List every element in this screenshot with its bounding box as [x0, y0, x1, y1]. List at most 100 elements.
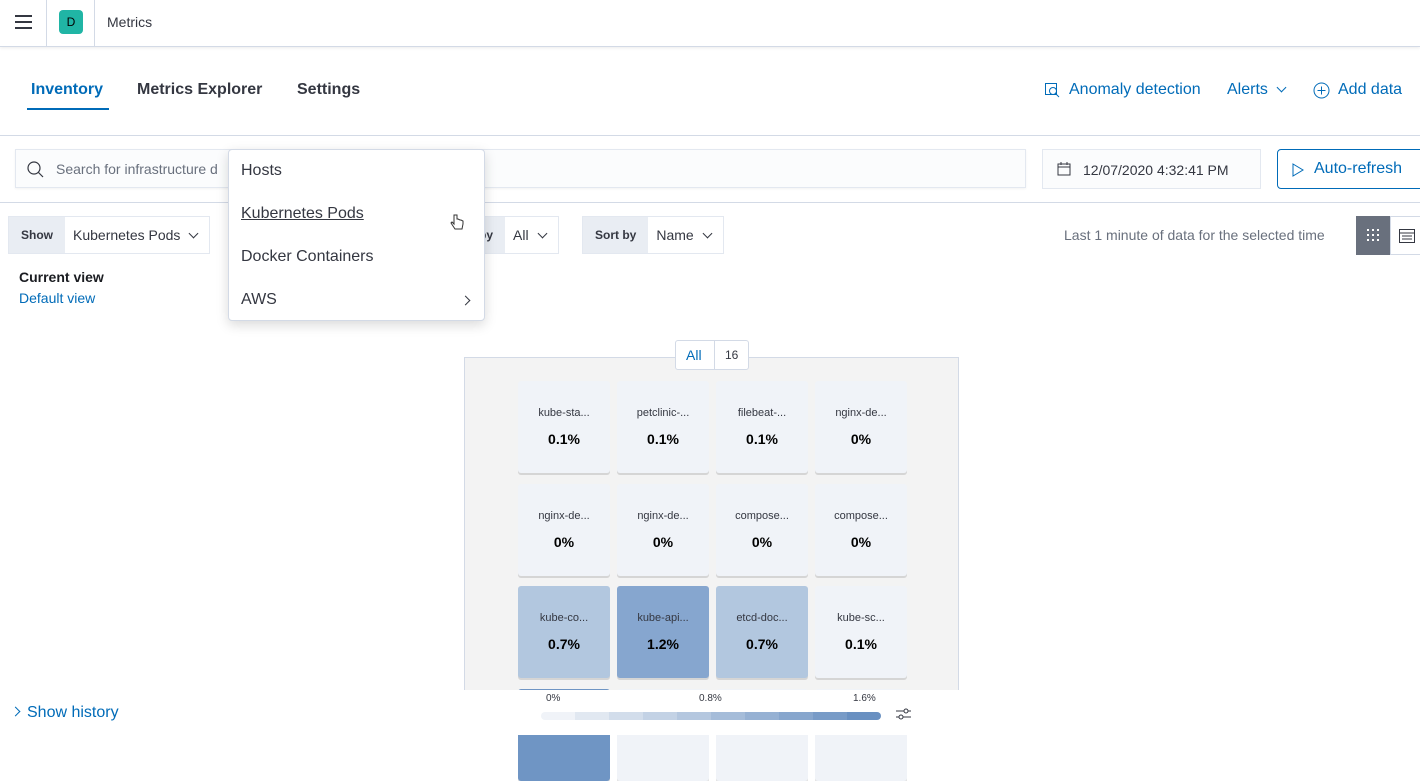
pod-name: petclinic-... [636, 407, 690, 419]
search-input[interactable]: Search for infrastructure d [15, 149, 1026, 188]
pod-tile[interactable]: nginx-de... 0% [617, 483, 709, 576]
legend-step [575, 712, 609, 720]
pod-value: 0% [652, 533, 674, 550]
legend-step [711, 712, 745, 720]
show-history-button[interactable]: Show history [10, 704, 119, 722]
anomaly-label: Anomaly detection [1069, 81, 1201, 98]
search-icon [27, 161, 44, 178]
show-label: Show [9, 217, 65, 253]
pod-value: 1.2% [647, 636, 679, 652]
chevron-down-icon [188, 228, 199, 239]
divider [0, 135, 1420, 136]
grid-icon [1367, 229, 1379, 241]
play-icon [1292, 163, 1304, 177]
divider [94, 0, 95, 46]
chevron-down-icon [537, 228, 548, 239]
show-selector[interactable]: Show Kubernetes Pods [8, 216, 211, 254]
pod-tile[interactable]: nginx-de... 0% [518, 483, 610, 576]
plus-circle-icon [1313, 82, 1330, 99]
pod-name: kube-sc... [837, 612, 885, 624]
pod-tile[interactable]: nginx-de... 0% [815, 381, 907, 473]
node-type-menu: Hosts Kubernetes Pods Docker Containers … [228, 149, 485, 321]
alerts-button[interactable]: Alerts [1227, 81, 1287, 99]
waffle-map: kube-sta... 0.1% petclinic-... 0.1% filebeat… [464, 357, 959, 781]
hand-cursor-icon [450, 214, 464, 230]
pod-name: compose... [834, 509, 888, 522]
table-icon [1399, 229, 1415, 243]
pod-tile[interactable]: etcd-doc... 0.7% [716, 586, 808, 678]
pod-tile[interactable]: compose... 0% [716, 483, 808, 576]
menu-item-docker-containers[interactable]: Docker Containers [241, 248, 374, 265]
legend-settings-icon[interactable] [896, 707, 911, 721]
sort-by-selector[interactable]: Sort by Name [582, 216, 724, 254]
space-avatar[interactable]: D [59, 10, 83, 34]
calendar-icon [1057, 162, 1071, 176]
group-count: 16 [725, 348, 739, 362]
app-title[interactable]: Metrics [107, 14, 153, 30]
date-picker[interactable]: 12/07/2020 4:32:41 PM [1042, 149, 1261, 189]
alerts-label: Alerts [1227, 81, 1268, 98]
legend-step [813, 712, 847, 720]
pod-tile[interactable]: kube-co... 0.7% [518, 586, 610, 678]
tab-settings[interactable]: Settings [297, 81, 361, 98]
legend-step [541, 712, 575, 720]
active-tab-indicator [27, 108, 109, 110]
pod-tile[interactable]: kube-api... 1.2% [617, 586, 709, 678]
map-view-button[interactable] [1356, 216, 1390, 255]
pod-tile[interactable]: kube-sta... 0.1% [518, 381, 610, 473]
group-name: All [686, 347, 702, 363]
add-data-label: Add data [1338, 81, 1403, 98]
pod-value: 0.1% [647, 431, 679, 447]
pod-value: 0% [751, 533, 773, 550]
show-value[interactable]: Kubernetes Pods [65, 217, 209, 253]
pod-value: 0.1% [746, 431, 778, 447]
pod-tile[interactable]: kube-sc... 0.1% [815, 586, 907, 678]
divider [46, 0, 47, 46]
legend-min: 0% [546, 693, 561, 704]
pod-tile[interactable]: petclinic-... 0.1% [617, 381, 709, 473]
group-by-value-text: All [513, 227, 529, 243]
sort-by-value[interactable]: Name [648, 217, 722, 253]
show-history-label: Show history [27, 704, 119, 721]
current-view-title: Current view [19, 269, 104, 285]
pod-name: filebeat-... [737, 407, 787, 419]
top-header: D Metrics [0, 0, 1420, 47]
group-badge[interactable]: All 16 [675, 340, 749, 370]
pod-name: etcd-doc... [736, 612, 788, 624]
divider [714, 341, 715, 369]
table-view-button[interactable] [1390, 216, 1420, 255]
legend-gradient [541, 712, 881, 720]
date-value: 12/07/2020 4:32:41 PM [1083, 162, 1229, 178]
menu-item-kubernetes-pods[interactable]: Kubernetes Pods [241, 205, 364, 222]
menu-icon[interactable] [15, 15, 32, 29]
pod-value: 0% [850, 533, 872, 550]
tab-metrics-explorer[interactable]: Metrics Explorer [137, 81, 263, 98]
pod-tile[interactable]: filebeat-... 0.1% [716, 381, 808, 473]
pod-value: 0% [850, 431, 872, 447]
pod-name: compose... [735, 509, 789, 522]
show-value-text: Kubernetes Pods [73, 227, 181, 243]
legend-max: 1.6% [853, 693, 876, 704]
pod-name: kube-co... [539, 612, 589, 624]
divider [0, 202, 1420, 203]
pod-name: kube-api... [637, 612, 689, 624]
chevron-down-icon [702, 228, 713, 239]
legend-step [609, 712, 643, 720]
tab-inventory[interactable]: Inventory [31, 81, 104, 98]
pod-tile[interactable]: compose... 0% [815, 483, 907, 576]
legend-mid: 0.8% [699, 693, 722, 704]
search-placeholder: Search for infrastructure d [56, 161, 218, 177]
pod-value: 0.7% [746, 636, 778, 652]
group-by-value[interactable]: All [505, 217, 558, 253]
pod-name: nginx-de... [637, 509, 689, 522]
auto-refresh-button[interactable]: Auto-refresh [1277, 149, 1420, 189]
menu-item-hosts[interactable]: Hosts [241, 162, 282, 179]
default-view-link[interactable]: Default view [19, 290, 96, 306]
menu-item-aws-label: AWS [241, 291, 277, 308]
legend-step [677, 712, 711, 720]
pod-value: 0.1% [845, 636, 877, 652]
pod-value: 0.7% [548, 636, 580, 652]
pod-value: 0.1% [548, 431, 580, 447]
menu-item-aws[interactable]: AWS [241, 291, 473, 309]
anomaly-icon [1045, 83, 1060, 98]
